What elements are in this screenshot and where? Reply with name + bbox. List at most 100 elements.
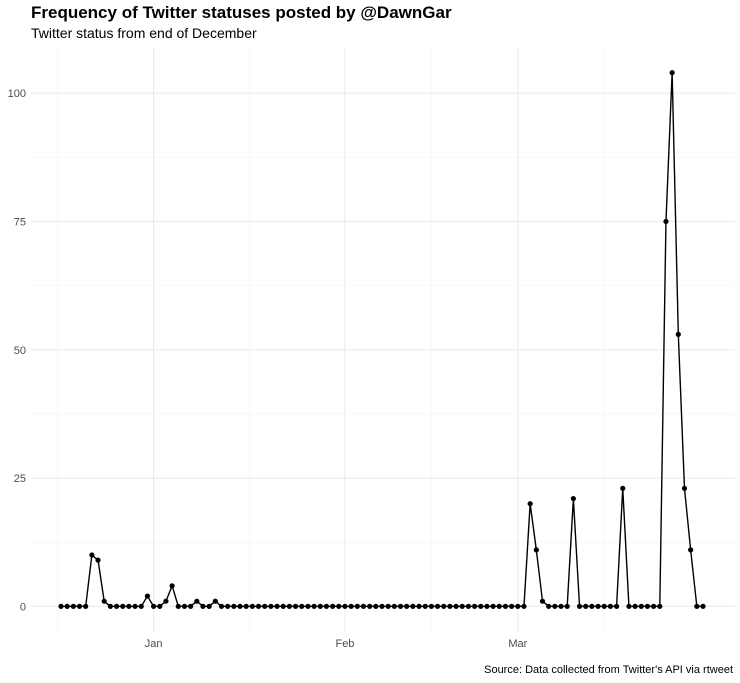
data-point	[632, 603, 638, 609]
major-gridlines	[31, 47, 735, 632]
x-tick-label: Mar	[508, 638, 527, 650]
data-point	[311, 603, 317, 609]
data-point	[607, 603, 614, 609]
data-point	[150, 603, 157, 609]
data-point	[144, 593, 151, 599]
data-point	[428, 603, 434, 609]
data-point	[583, 603, 589, 609]
data-point	[601, 603, 607, 609]
data-point	[225, 603, 231, 609]
data-point	[348, 603, 354, 609]
x-tick-label: Jan	[145, 638, 163, 650]
data-point	[663, 218, 669, 225]
data-point	[490, 603, 496, 609]
data-point	[515, 603, 521, 609]
data-point	[626, 603, 632, 609]
data-point	[441, 603, 447, 609]
y-axis: 0 25 50 75 100	[8, 88, 26, 613]
data-point	[113, 603, 120, 609]
data-point	[255, 603, 262, 609]
data-point	[212, 598, 218, 604]
data-point	[527, 501, 533, 507]
data-point	[292, 603, 299, 609]
y-tick-label: 100	[8, 88, 26, 100]
data-point	[410, 603, 416, 609]
data-point	[391, 603, 397, 609]
data-point	[70, 603, 76, 609]
data-point	[200, 603, 206, 609]
data-point	[237, 603, 243, 609]
data-point	[206, 603, 212, 609]
data-point	[496, 603, 502, 609]
y-tick-label: 25	[14, 473, 26, 485]
data-point	[484, 603, 490, 609]
data-point	[175, 603, 181, 609]
data-point	[694, 603, 700, 609]
data-point	[231, 603, 237, 609]
data-point	[95, 557, 101, 563]
data-point	[157, 603, 163, 609]
data-point	[76, 603, 83, 609]
chart-subtitle: Twitter status from end of December	[31, 25, 257, 41]
data-point	[64, 603, 70, 609]
data-point	[558, 603, 564, 609]
y-tick-label: 50	[14, 345, 26, 357]
data-point	[89, 552, 95, 558]
data-point	[58, 603, 64, 609]
data-point	[120, 603, 126, 609]
data-point	[657, 603, 663, 609]
data-point	[459, 603, 465, 609]
data-point	[638, 603, 644, 609]
data-point	[453, 603, 459, 609]
data-point	[533, 547, 539, 553]
data-point	[681, 485, 688, 491]
data-point	[379, 603, 385, 609]
data-point	[595, 603, 601, 609]
data-point	[675, 331, 681, 337]
data-point	[700, 603, 706, 609]
data-point	[669, 70, 675, 76]
chart-title: Frequency of Twitter statuses posted by …	[31, 3, 452, 22]
data-point	[385, 603, 391, 609]
data-point	[218, 603, 225, 609]
data-point	[163, 598, 169, 604]
data-point	[323, 603, 330, 609]
data-point	[286, 603, 293, 609]
data-point	[552, 603, 558, 609]
data-point	[126, 603, 132, 609]
data-point	[262, 603, 268, 609]
data-point	[342, 603, 348, 609]
y-tick-label: 0	[20, 601, 26, 613]
data-point	[447, 603, 453, 609]
data-point	[471, 603, 478, 609]
chart-caption: Source: Data collected from Twitter's AP…	[484, 664, 733, 676]
data-point	[502, 603, 509, 609]
data-point	[397, 603, 404, 609]
data-point	[620, 485, 626, 491]
data-point	[613, 603, 620, 609]
data-point	[688, 547, 694, 553]
data-point	[274, 603, 280, 609]
data-point	[564, 603, 570, 609]
data-point	[243, 603, 249, 609]
data-point	[539, 598, 546, 604]
data-point	[181, 603, 188, 609]
data-point	[354, 603, 360, 609]
data-point	[644, 603, 651, 609]
data-point	[83, 603, 89, 609]
data-point	[299, 603, 305, 609]
data-point	[268, 603, 274, 609]
minor-gridlines	[31, 47, 735, 632]
data-point	[317, 603, 323, 609]
data-point	[570, 495, 576, 502]
data-point	[434, 603, 441, 609]
data-point	[107, 603, 113, 609]
data-point	[188, 603, 194, 609]
data-point	[194, 598, 200, 604]
data-point	[132, 603, 138, 609]
data-point	[169, 583, 175, 589]
data-point	[280, 603, 286, 609]
data-point	[589, 603, 595, 609]
data-point	[509, 603, 515, 609]
